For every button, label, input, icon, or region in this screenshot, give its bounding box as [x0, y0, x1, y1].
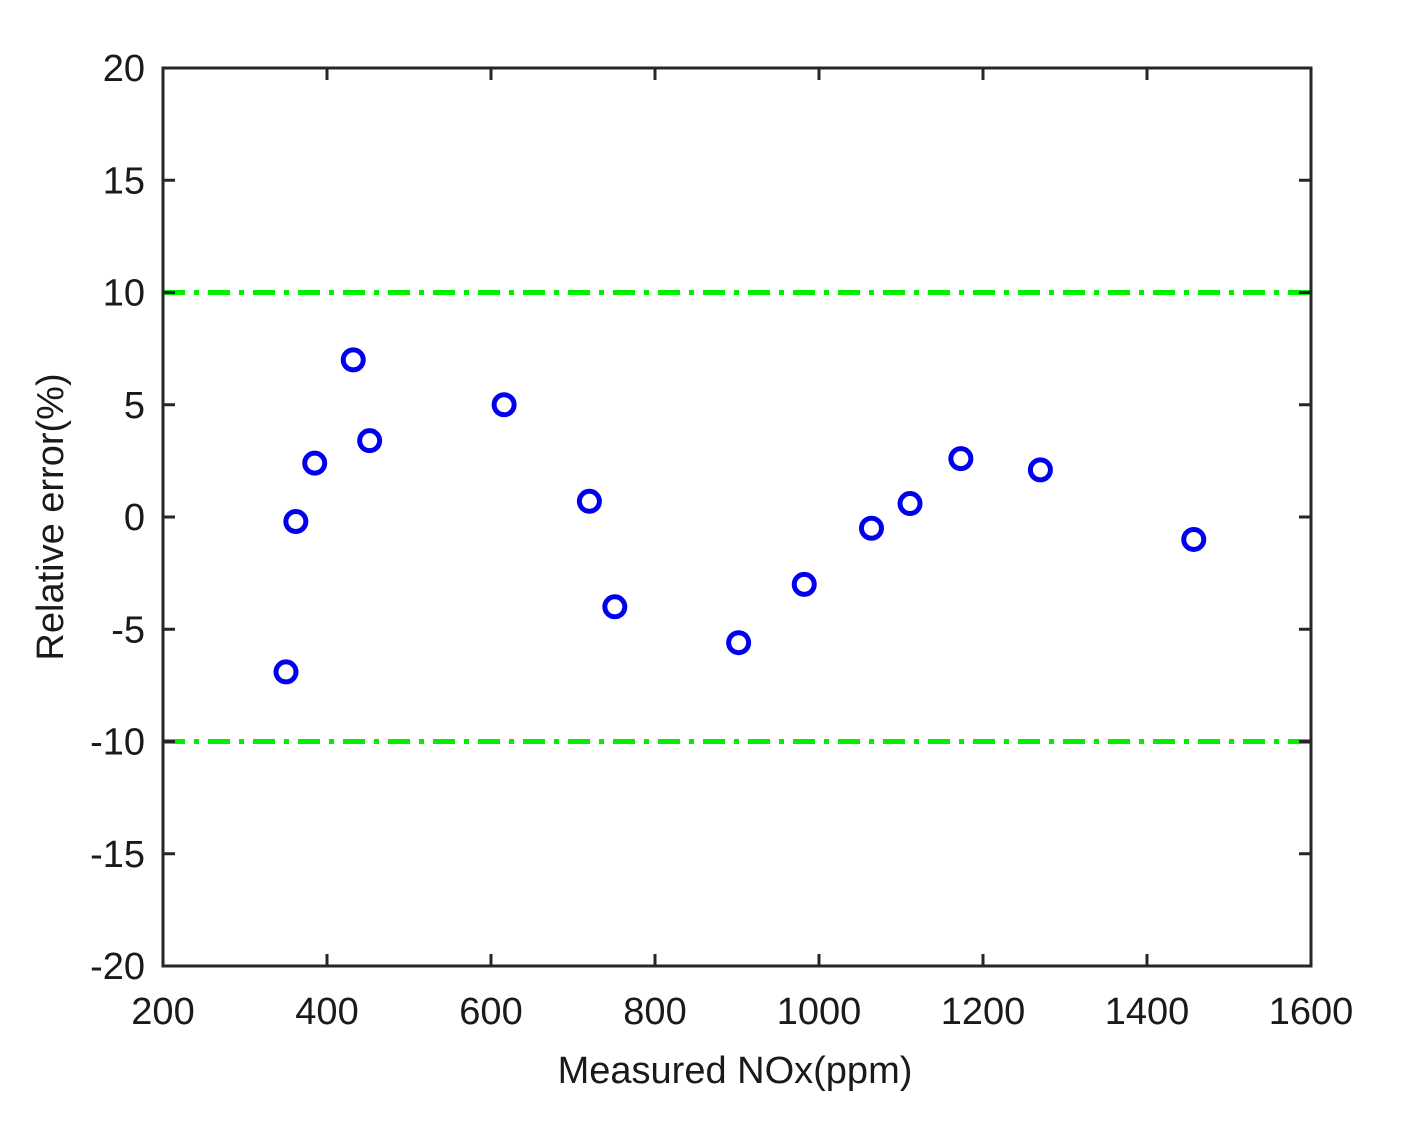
x-tick-label: 400	[295, 991, 358, 1033]
data-point	[576, 488, 602, 514]
data-point	[858, 515, 884, 541]
data-point	[273, 659, 299, 685]
y-tick-labels: -20 -15 -10 -5 0 5 10 15 20	[90, 48, 145, 988]
data-point	[791, 571, 817, 597]
data-point	[897, 491, 923, 517]
y-tick-label: 20	[103, 48, 145, 90]
y-axis-label: Relative error(%)	[30, 373, 72, 660]
plot-frame	[161, 66, 1313, 968]
reference-lines	[163, 290, 1311, 744]
data-point	[602, 594, 628, 620]
data-point	[1181, 526, 1207, 552]
y-tick-label: 10	[103, 273, 145, 315]
x-tick-label: 1400	[1105, 991, 1190, 1033]
x-tick-labels: 200 400 600 800 1000 1200 1400 1600	[131, 991, 1353, 1033]
x-tick-label: 1200	[941, 991, 1026, 1033]
y-tick-label: 15	[103, 160, 145, 202]
data-point	[491, 392, 517, 418]
x-tick-label: 200	[131, 991, 194, 1033]
data-point	[340, 347, 366, 373]
x-tick-label: 600	[459, 991, 522, 1033]
data-point	[1027, 457, 1053, 483]
data-point	[726, 630, 752, 656]
data-point	[357, 428, 383, 454]
data-point	[283, 508, 309, 534]
y-tick-label: -5	[111, 609, 145, 651]
y-tick-label: -20	[90, 946, 145, 988]
y-tick-label: -10	[90, 722, 145, 764]
x-tick-label: 800	[623, 991, 686, 1033]
data-point	[948, 446, 974, 472]
y-tick-label: -15	[90, 834, 145, 876]
y-tick-label: 5	[124, 385, 145, 427]
x-axis-label: Measured NOx(ppm)	[558, 1050, 913, 1092]
data-point	[302, 450, 328, 476]
data-points	[273, 347, 1207, 685]
x-tick-label: 1600	[1269, 991, 1354, 1033]
x-tick-label: 1000	[777, 991, 862, 1033]
axis-ticks	[161, 66, 1313, 968]
y-tick-label: 0	[124, 497, 145, 539]
